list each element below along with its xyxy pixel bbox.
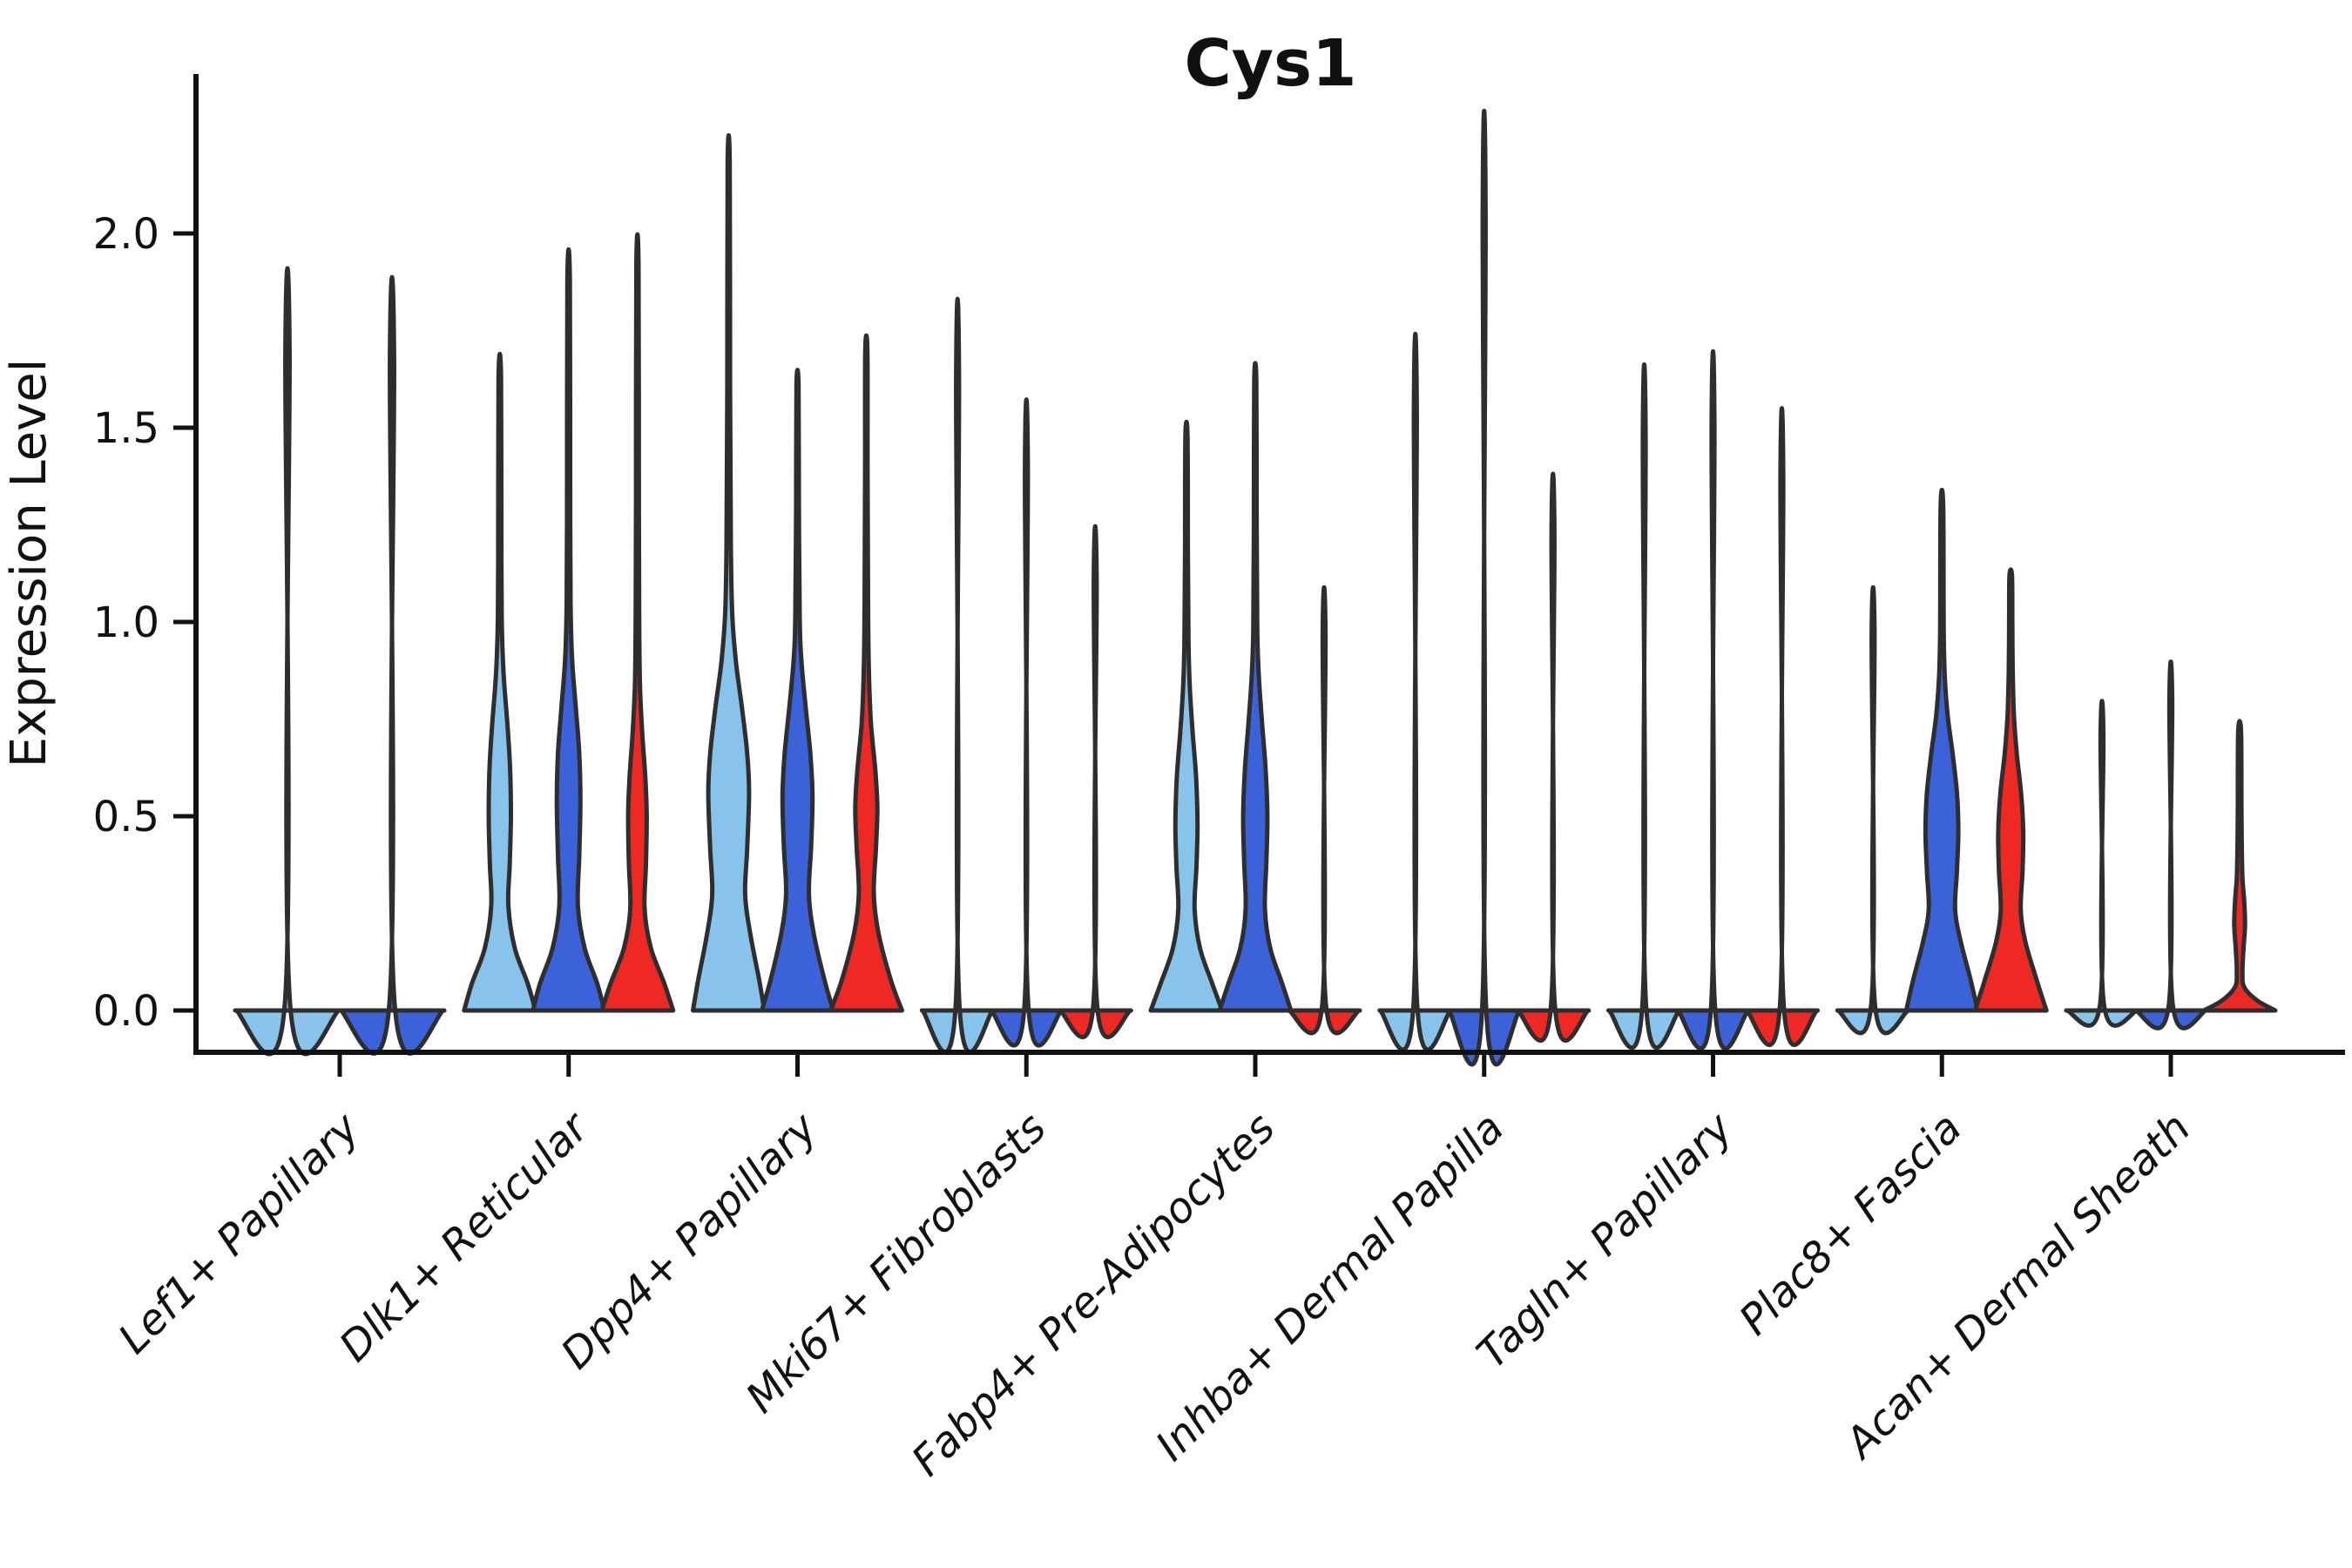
violin-mki67-s2: [1057, 524, 1133, 1040]
violin-dlk1-s0: [462, 352, 538, 1013]
violin-acan-s0: [2064, 699, 2140, 1028]
violin-dpp4-s2: [828, 333, 904, 1013]
violin-acan-s1: [2132, 659, 2209, 1031]
violin-mki67-s1: [988, 397, 1064, 1048]
violin-plac8-s0: [1835, 585, 1911, 1036]
violin-dpp4-s1: [760, 368, 835, 1013]
violin-fabp4-s2: [1286, 585, 1362, 1036]
chart-title: Cys1: [1184, 26, 1356, 101]
violin-plac8-s2: [1972, 567, 2049, 1013]
violin-acan-s2: [2201, 719, 2278, 1013]
violin-mki67-s0: [919, 296, 996, 1054]
y-axis-label: Expression Level: [1, 359, 57, 768]
violin-dlk1-s1: [531, 247, 607, 1013]
violin-fabp4-s0: [1148, 419, 1225, 1013]
violin-inhba-s1: [1446, 108, 1523, 1067]
y-tick-label: 1.0: [93, 598, 159, 647]
violin-lef1-s0: [233, 266, 342, 1057]
y-tick-label: 1.5: [93, 404, 159, 453]
violin-dpp4-s0: [691, 132, 767, 1013]
y-tick-label: 0.5: [93, 793, 159, 841]
violin-dlk1-s2: [599, 232, 676, 1013]
violin-fabp4-s1: [1217, 361, 1294, 1013]
violin-inhba-s2: [1515, 471, 1592, 1043]
violin-lef1-s1: [337, 274, 447, 1056]
violins-layer: [233, 108, 2278, 1067]
y-tick-label: 2.0: [93, 210, 159, 259]
y-tick-label: 0.0: [93, 987, 159, 1036]
violin-tagln-s1: [1675, 349, 1751, 1051]
violin-plac8-s1: [1903, 487, 1980, 1013]
violin-inhba-s0: [1377, 331, 1454, 1052]
violin-tagln-s0: [1606, 362, 1682, 1051]
violin-tagln-s2: [1744, 406, 1820, 1047]
